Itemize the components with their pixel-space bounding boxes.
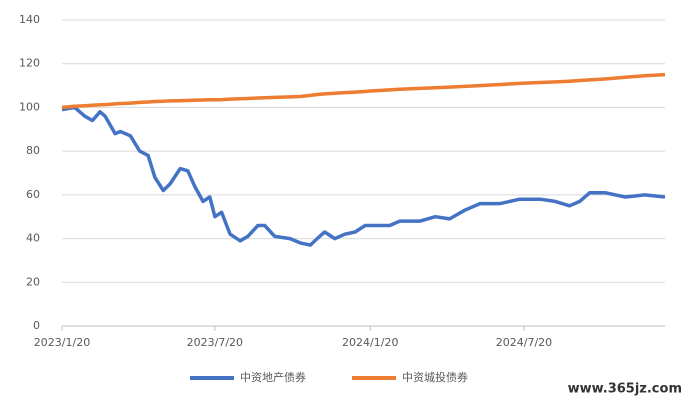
x-tick-label: 2024/1/20: [342, 336, 398, 349]
watermark: www.365jz.com: [568, 382, 682, 397]
series-line: [61, 105, 666, 247]
x-tick-label: 2023/7/20: [187, 336, 243, 349]
y-tick-label: 40: [26, 232, 40, 245]
y-tick-label: 60: [26, 188, 40, 201]
legend-label: 中资地产债券: [240, 370, 306, 384]
y-tick-label: 120: [19, 57, 40, 70]
legend-label: 中资城投债券: [402, 370, 468, 384]
y-tick-label: 20: [26, 275, 40, 288]
y-tick-label: 0: [33, 319, 40, 332]
series-line: [61, 72, 666, 110]
y-tick-label: 80: [26, 144, 40, 157]
x-tick-label: 2023/1/20: [34, 336, 90, 349]
y-tick-label: 140: [19, 13, 40, 26]
y-tick-label: 100: [19, 100, 40, 113]
x-tick-label: 2024/7/20: [496, 336, 552, 349]
